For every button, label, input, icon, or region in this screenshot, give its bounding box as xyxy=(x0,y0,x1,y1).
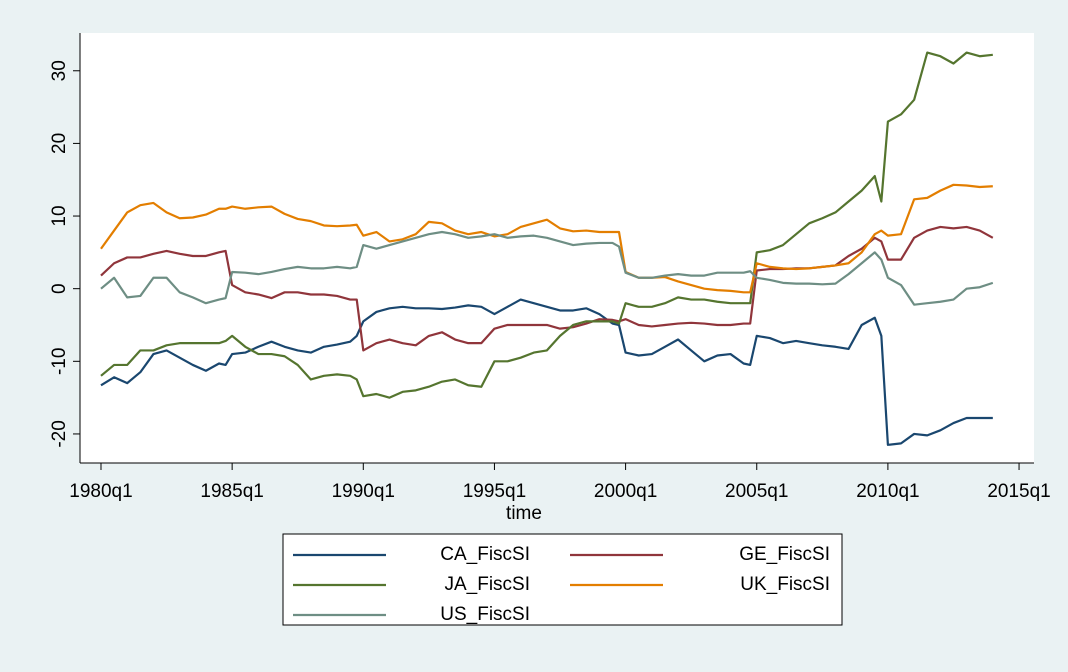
legend-label: US_FiscSI xyxy=(440,604,530,625)
y-tick-label: 20 xyxy=(49,133,70,154)
series-line xyxy=(100,51,993,399)
series-line xyxy=(100,230,994,306)
x-tick-label: 1995q1 xyxy=(463,481,526,502)
x-tick-label: 1990q1 xyxy=(332,481,395,502)
x-tick-label: 2000q1 xyxy=(594,481,657,502)
legend xyxy=(282,533,843,626)
series-line xyxy=(100,183,993,294)
x-tick-label: 2015q1 xyxy=(987,481,1050,502)
y-tick-label: 10 xyxy=(49,205,70,226)
plot-area xyxy=(80,33,1034,463)
legend-label: GE_FiscSI xyxy=(739,544,830,565)
series-line xyxy=(100,225,994,352)
y-tick-label: 0 xyxy=(49,283,70,294)
y-tick-label: -20 xyxy=(49,420,70,447)
legend-label: CA_FiscSI xyxy=(440,544,530,565)
y-tick-label: -10 xyxy=(49,348,70,375)
x-tick-label: 1980q1 xyxy=(69,481,132,502)
legend-label: JA_FiscSI xyxy=(444,574,530,595)
x-tick-label: 2010q1 xyxy=(856,481,919,502)
x-tick-label: 2005q1 xyxy=(725,481,788,502)
x-axis-title: time xyxy=(506,503,542,524)
legend-label: UK_FiscSI xyxy=(740,574,830,595)
series-line xyxy=(100,298,993,446)
x-tick-label: 1985q1 xyxy=(200,481,263,502)
y-tick-label: 30 xyxy=(49,60,70,81)
